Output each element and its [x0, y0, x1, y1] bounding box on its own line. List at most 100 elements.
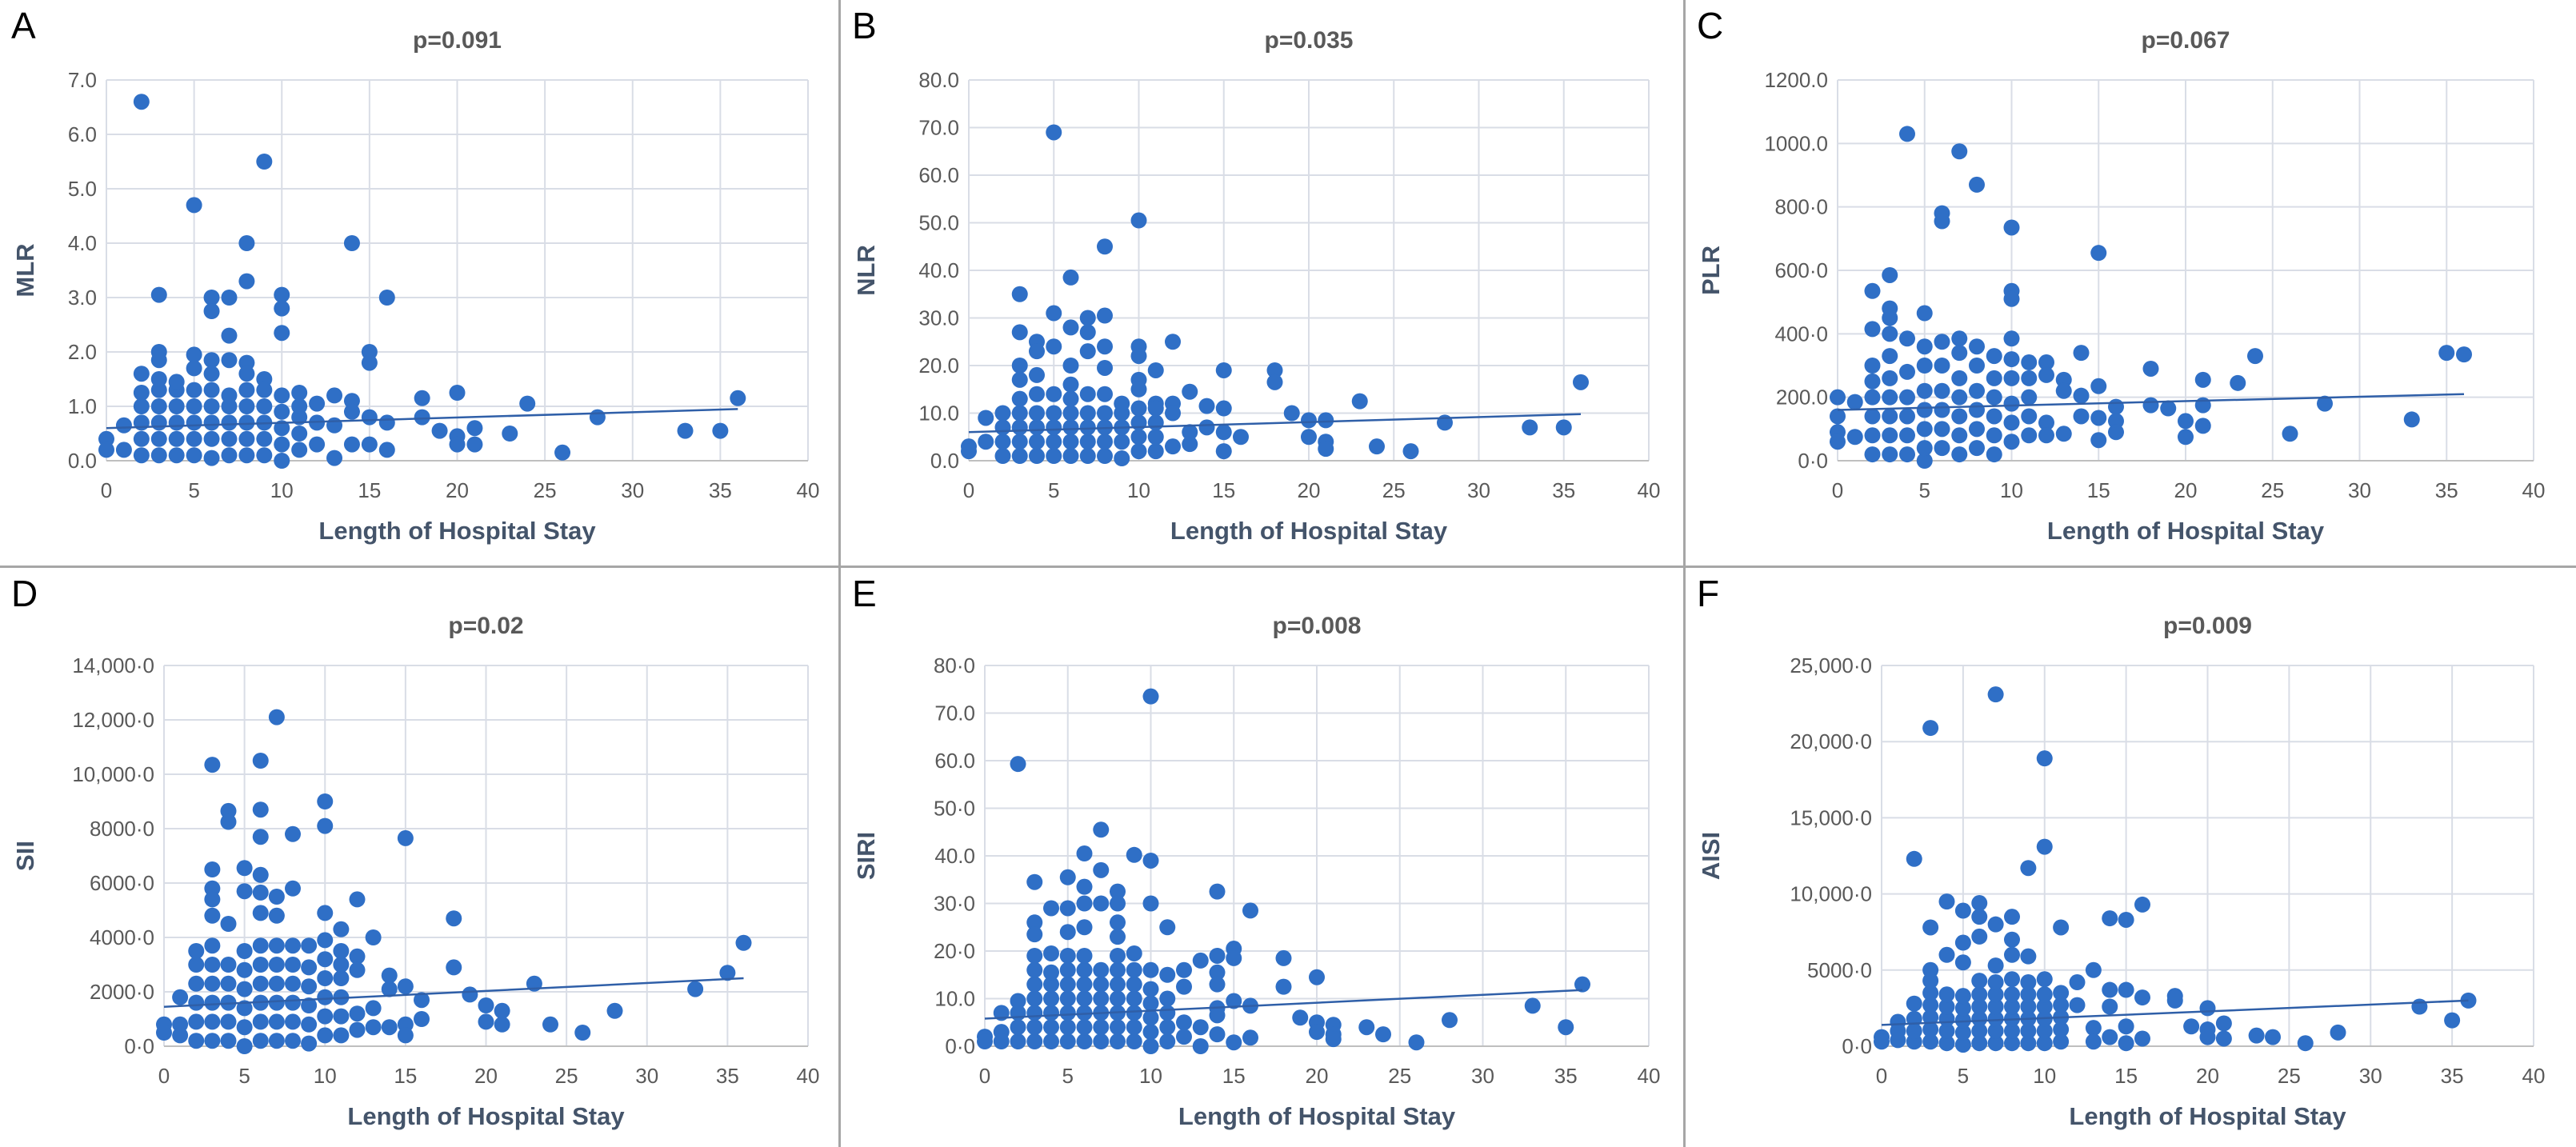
- y-tick-label: 800·0: [1775, 195, 1829, 219]
- data-point: [1176, 1029, 1192, 1045]
- data-point: [252, 753, 269, 769]
- panel-c-plr: 0 5 10 15 20 25 30 35 40 0·0 200.0 400·0 600·0 800·0 1…: [1686, 0, 2576, 565]
- data-point: [1076, 1019, 1093, 1036]
- data-point: [1159, 1019, 1176, 1036]
- x-tick-label: 35: [1552, 478, 1575, 502]
- y-tick-label: 10.0: [918, 402, 959, 426]
- data-point: [1076, 976, 1093, 993]
- data-point: [466, 420, 483, 437]
- data-point: [2004, 909, 2020, 925]
- data-point: [1176, 1014, 1192, 1031]
- data-point: [317, 905, 334, 921]
- x-tick-label: 40: [797, 478, 820, 502]
- y-tick-label: 70.0: [918, 116, 959, 140]
- data-point: [1142, 961, 1159, 978]
- x-tick-label: 25: [2278, 1064, 2301, 1088]
- x-tick-label: 25: [555, 1064, 578, 1088]
- panel-divider: [838, 0, 841, 1147]
- x-tick-label: 20: [446, 478, 469, 502]
- data-point: [378, 442, 395, 458]
- data-point: [1934, 421, 1950, 438]
- data-point: [115, 442, 132, 458]
- data-point: [2003, 395, 2020, 412]
- data-point: [2073, 408, 2090, 425]
- data-point: [1375, 1026, 1391, 1043]
- data-point: [1922, 919, 1939, 936]
- data-point: [1899, 389, 1915, 406]
- y-tick-label: 20,000·0: [1790, 729, 1872, 753]
- panel-letter: E: [852, 573, 877, 614]
- data-point: [188, 1033, 205, 1049]
- data-point: [285, 975, 301, 992]
- data-point: [2118, 981, 2134, 998]
- data-point: [98, 442, 114, 458]
- x-tick-label: 30: [621, 478, 644, 502]
- data-point: [1062, 319, 1079, 336]
- data-point: [2020, 1035, 2037, 1052]
- data-point: [478, 1013, 494, 1030]
- x-tick-label: 15: [1222, 1064, 1246, 1088]
- data-point: [1954, 954, 1971, 971]
- y-tick-label: 1000.0: [1764, 131, 1828, 155]
- data-point: [1110, 883, 1126, 900]
- y-tick-label: 25,000·0: [1790, 653, 1872, 677]
- panel-divider: [1683, 0, 1686, 1147]
- y-tick-label: 30·0: [934, 892, 975, 916]
- data-point: [204, 975, 221, 992]
- data-point: [301, 959, 318, 976]
- panel-b-nlr: 0 5 10 15 20 25 30 35 40 0.0 10.0 20.0 30.0 40.0 50.0 6…: [841, 0, 1683, 565]
- data-point: [397, 829, 414, 846]
- data-point: [1093, 990, 1110, 1007]
- data-point: [285, 937, 301, 954]
- data-point: [1882, 326, 1898, 342]
- x-tick-label: 5: [1048, 478, 1059, 502]
- data-point: [188, 1013, 205, 1030]
- x-tick-label: 30: [1471, 1064, 1494, 1088]
- data-point: [268, 1013, 285, 1030]
- data-point: [285, 1013, 301, 1030]
- data-point: [1951, 330, 1968, 347]
- data-point: [994, 434, 1011, 450]
- data-point: [2036, 971, 2053, 988]
- y-tick-label: 6000·0: [90, 871, 154, 895]
- data-point: [2102, 981, 2118, 998]
- data-point: [1059, 1019, 1076, 1036]
- data-point: [1275, 949, 1292, 966]
- x-tick-label: 10: [1139, 1064, 1162, 1088]
- data-point: [1442, 1012, 1458, 1029]
- data-point: [1011, 390, 1028, 407]
- data-point: [188, 957, 205, 973]
- data-point: [1987, 686, 2004, 703]
- data-point: [2036, 1022, 2053, 1039]
- data-point: [1130, 400, 1147, 417]
- data-point: [1233, 429, 1249, 446]
- data-point: [1934, 358, 1950, 374]
- data-point: [2003, 351, 2020, 368]
- data-point: [1987, 916, 2004, 933]
- x-tick-label: 40: [797, 1064, 820, 1088]
- data-point: [1830, 434, 1846, 450]
- x-tick-label: 20: [1306, 1064, 1329, 1088]
- x-tick-label: 20: [1298, 478, 1321, 502]
- data-point: [1165, 438, 1181, 455]
- data-point: [1951, 427, 1968, 444]
- x-axis-label: Length of Hospital Stay: [2069, 1102, 2346, 1130]
- panel-divider: [0, 566, 2576, 568]
- data-point: [1987, 1022, 2004, 1039]
- data-point: [274, 286, 290, 303]
- data-point: [1916, 421, 1933, 438]
- data-point: [1142, 688, 1159, 705]
- data-point: [204, 1013, 221, 1030]
- data-point: [494, 1016, 510, 1033]
- data-point: [1159, 919, 1176, 936]
- data-point: [133, 366, 150, 382]
- data-point: [1938, 946, 1955, 963]
- x-tick-label: 35: [2435, 478, 2458, 502]
- data-point: [1126, 990, 1142, 1007]
- data-point: [1043, 945, 1059, 961]
- data-point: [1110, 1019, 1126, 1036]
- data-point: [2021, 427, 2038, 444]
- data-point: [256, 154, 273, 170]
- data-point: [317, 932, 334, 949]
- data-point: [1922, 720, 1939, 737]
